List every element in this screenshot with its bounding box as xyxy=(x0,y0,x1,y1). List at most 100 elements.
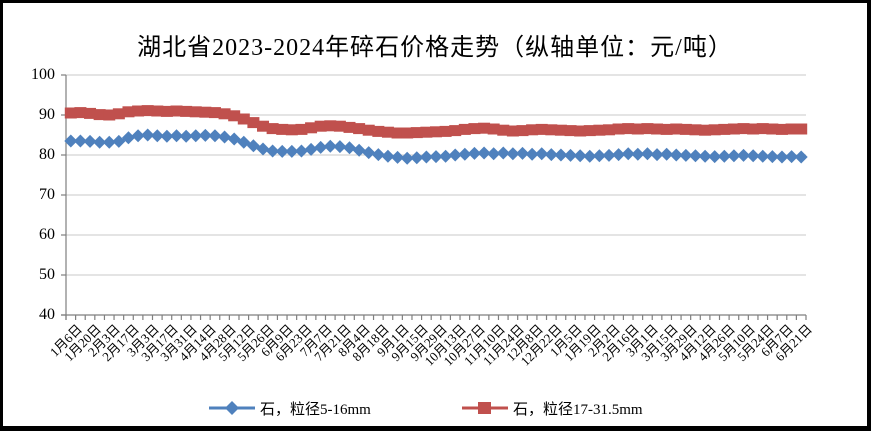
data-point-marker xyxy=(372,125,385,137)
data-point-marker xyxy=(285,144,299,158)
data-point-marker xyxy=(631,123,644,135)
data-point-marker xyxy=(795,123,808,135)
data-point-marker xyxy=(294,144,308,158)
data-point-marker xyxy=(708,124,721,136)
data-point-marker xyxy=(401,127,414,139)
chart-title: 湖北省2023-2024年碎石价格走势（纵轴单位：元/吨） xyxy=(137,35,733,61)
data-point-marker xyxy=(592,149,606,163)
data-point-marker xyxy=(439,149,453,163)
y-axis-label: 80 xyxy=(39,146,55,163)
data-point-marker xyxy=(430,126,442,138)
data-point-marker xyxy=(228,110,241,122)
data-point-marker xyxy=(420,126,433,138)
data-point-marker xyxy=(699,124,712,136)
data-point-marker xyxy=(179,129,193,143)
data-point-marker xyxy=(112,134,126,148)
data-point-marker xyxy=(208,107,221,119)
data-point-marker xyxy=(353,123,366,135)
data-point-marker xyxy=(564,125,577,137)
data-point-marker xyxy=(256,142,270,156)
data-point-marker xyxy=(73,134,87,148)
data-point-marker xyxy=(631,147,645,161)
data-point-marker xyxy=(381,126,394,138)
data-point-marker xyxy=(747,123,760,135)
data-point-marker xyxy=(198,128,212,142)
data-point-marker xyxy=(103,109,116,121)
data-point-marker xyxy=(391,150,405,164)
data-point-marker xyxy=(132,105,145,117)
data-point-marker xyxy=(651,123,664,135)
data-point-marker xyxy=(487,123,500,135)
data-point-marker xyxy=(102,135,116,149)
data-point-marker xyxy=(689,124,702,136)
data-point-marker xyxy=(266,144,280,158)
data-point-marker xyxy=(371,148,385,162)
data-point-marker xyxy=(467,146,481,160)
data-point-marker xyxy=(679,148,693,162)
data-point-marker xyxy=(496,146,510,160)
data-point-marker xyxy=(478,122,491,134)
data-point-marker xyxy=(122,106,135,118)
data-point-marker xyxy=(765,150,779,164)
data-point-marker xyxy=(141,128,155,142)
y-axis-label: 70 xyxy=(39,186,55,203)
data-point-marker xyxy=(189,129,203,143)
data-point-marker xyxy=(554,148,568,162)
data-point-marker xyxy=(237,113,250,125)
data-point-marker xyxy=(535,123,548,135)
data-point-marker xyxy=(785,150,799,164)
data-point-marker xyxy=(487,147,501,161)
data-point-marker xyxy=(160,129,174,143)
data-point-marker xyxy=(515,146,529,160)
data-point-marker xyxy=(83,134,97,148)
data-point-marker xyxy=(554,124,567,136)
data-point-marker xyxy=(612,148,626,162)
data-point-marker xyxy=(602,148,616,162)
data-point-marker xyxy=(266,123,279,135)
data-point-marker xyxy=(497,124,510,136)
data-point-marker xyxy=(74,107,87,119)
data-point-marker xyxy=(506,147,520,161)
data-point-marker xyxy=(352,143,366,157)
data-point-marker xyxy=(170,105,183,117)
data-point-marker xyxy=(746,149,760,163)
data-point-marker xyxy=(314,140,328,154)
data-point-marker xyxy=(323,139,337,153)
data-point-marker xyxy=(669,148,683,162)
data-point-marker xyxy=(621,147,635,161)
data-point-marker xyxy=(775,123,788,135)
data-point-marker xyxy=(410,151,424,165)
data-point-marker xyxy=(305,122,318,134)
data-point-marker xyxy=(526,124,539,136)
data-point-marker xyxy=(121,131,135,145)
data-point-marker xyxy=(93,109,106,121)
y-axis-label: 90 xyxy=(39,106,55,123)
series-red-square xyxy=(64,105,808,139)
data-point-marker xyxy=(737,148,751,162)
data-point-marker xyxy=(448,148,462,162)
data-point-marker xyxy=(640,147,654,161)
data-point-marker xyxy=(545,124,558,136)
data-point-marker xyxy=(717,149,731,163)
series-blue-diamond xyxy=(64,128,808,165)
data-point-marker xyxy=(785,123,798,135)
data-point-marker xyxy=(84,107,97,119)
data-point-marker xyxy=(573,149,587,163)
data-point-marker xyxy=(275,144,289,158)
data-point-marker xyxy=(237,135,251,149)
data-point-marker xyxy=(199,106,212,118)
diamond-marker-icon xyxy=(209,401,255,415)
data-point-marker xyxy=(468,123,481,135)
data-point-marker xyxy=(343,121,356,133)
data-point-marker xyxy=(766,123,779,135)
data-point-marker xyxy=(574,125,587,137)
data-point-marker xyxy=(622,123,635,135)
data-point-marker xyxy=(276,123,289,135)
y-axis-label: 60 xyxy=(39,226,55,243)
gridlines xyxy=(66,74,806,276)
data-point-marker xyxy=(324,120,337,132)
price-trend-chart xyxy=(61,74,808,320)
data-point-marker xyxy=(525,147,539,161)
data-point-marker xyxy=(160,105,173,117)
data-point-marker xyxy=(737,123,750,135)
